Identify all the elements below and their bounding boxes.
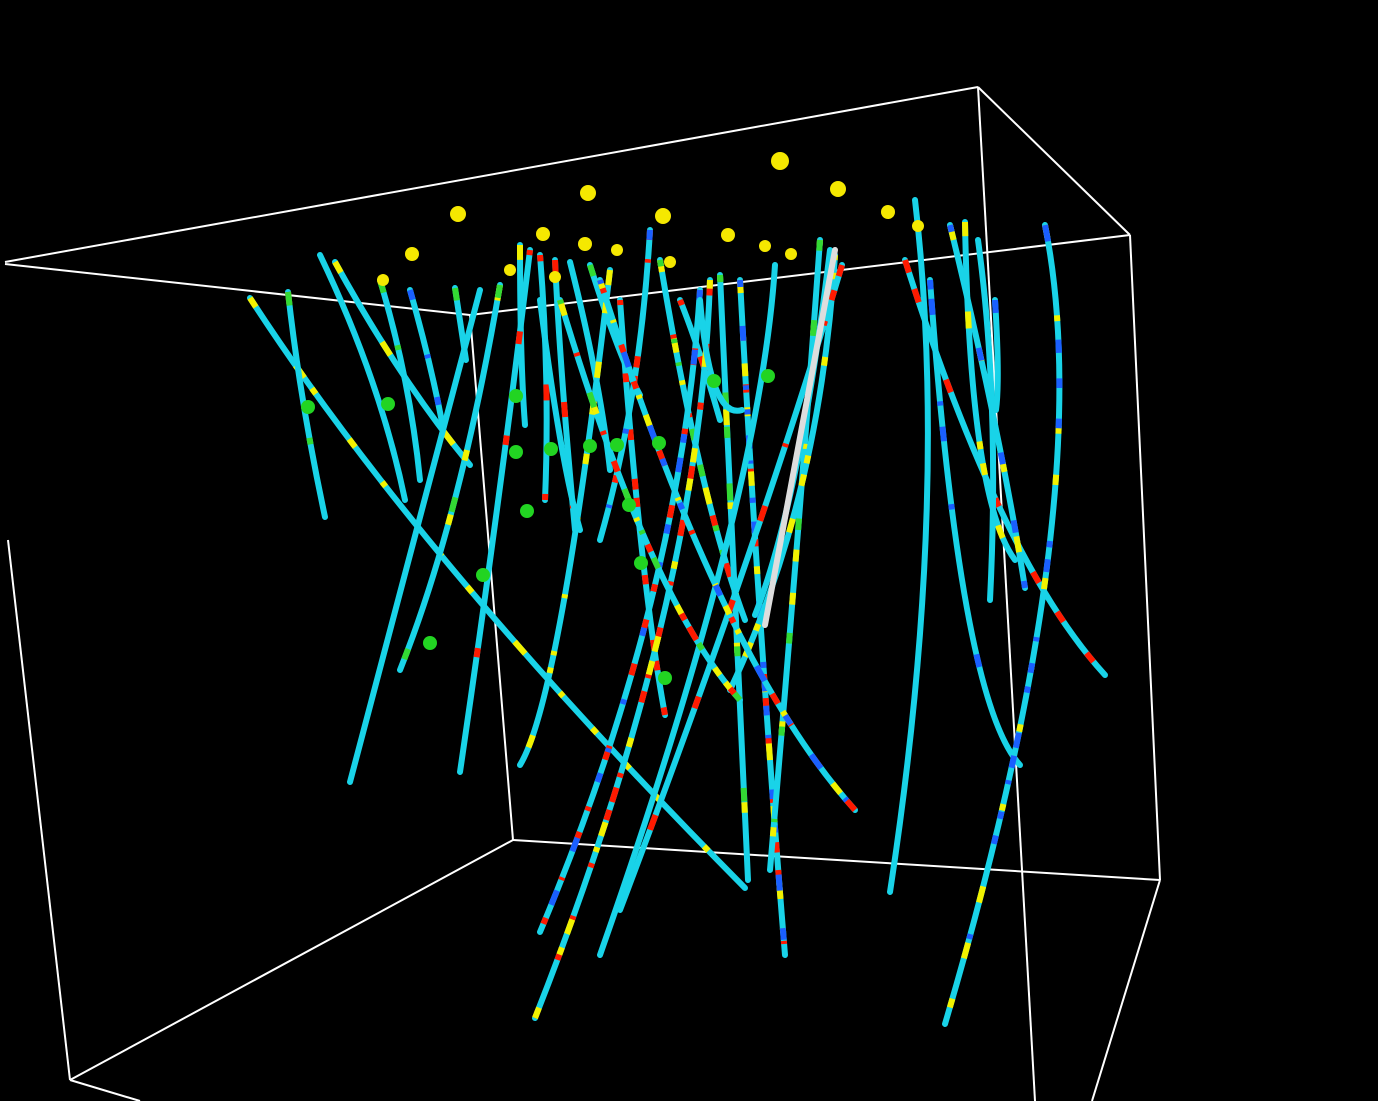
collar-marker: [504, 264, 516, 276]
sample-marker: [544, 442, 558, 456]
sample-marker: [761, 369, 775, 383]
box-edge: [1129, 234, 1161, 881]
sample-marker: [301, 400, 315, 414]
drillhole: [532, 277, 713, 1021]
drillhole-interval: [767, 239, 823, 871]
drillhole: [597, 227, 653, 543]
sample-marker: [423, 636, 437, 650]
drillhole: [927, 277, 1023, 768]
drillhole: [975, 237, 997, 603]
drillhole: [717, 272, 751, 883]
drillhole: [737, 277, 788, 958]
drillhole: [677, 297, 723, 423]
drillhole-interval: [557, 299, 743, 703]
collar-marker: [655, 208, 671, 224]
drillhole: [377, 277, 423, 483]
drillhole-interval: [942, 224, 1063, 1025]
drillhole-interval: [517, 269, 613, 767]
box-edge: [512, 839, 1161, 881]
drillhole: [597, 262, 778, 958]
sample-marker: [658, 671, 672, 685]
box-edge: [69, 839, 514, 1081]
collar-marker: [405, 247, 419, 261]
drillhole: [317, 252, 408, 503]
drillhole: [347, 287, 483, 785]
sample-marker: [634, 556, 648, 570]
collar-marker: [580, 185, 596, 201]
box-edge: [1091, 879, 1161, 1101]
drillhole-interval: [597, 279, 858, 813]
collar-marker: [881, 205, 895, 219]
drillhole: [727, 252, 838, 693]
sample-marker: [610, 438, 624, 452]
drillhole: [517, 242, 528, 428]
sample-marker: [509, 445, 523, 459]
collar-marker: [785, 248, 797, 260]
drillholes: [247, 197, 1108, 1027]
drillhole-interval: [557, 299, 743, 703]
drillhole-interval: [947, 224, 1028, 589]
drillhole-interval: [407, 289, 445, 423]
sample-marker: [583, 439, 597, 453]
drillhole-interval: [962, 221, 1018, 562]
drillhole: [887, 197, 931, 895]
box-edge: [4, 86, 979, 263]
drillhole: [902, 257, 1108, 678]
collar-marker: [377, 274, 389, 286]
sample-marker: [622, 498, 636, 512]
drillhole-interval: [452, 287, 469, 361]
collar-marker: [721, 228, 735, 242]
drillhole: [537, 252, 550, 503]
sample-marker: [509, 389, 523, 403]
markers: [301, 152, 924, 685]
drillhole-interval: [537, 289, 703, 934]
drillhole: [762, 247, 838, 628]
collar-marker: [578, 237, 592, 251]
collar-marker: [771, 152, 789, 170]
collar-marker: [830, 181, 846, 197]
box-edge: [69, 1079, 141, 1101]
drillhole-interval: [397, 284, 503, 672]
sample-marker: [520, 504, 534, 518]
sample-marker: [381, 397, 395, 411]
drillhole-interval: [332, 260, 473, 467]
sample-marker: [476, 568, 490, 582]
collar-marker: [759, 240, 771, 252]
collar-marker: [611, 244, 623, 256]
box-edge: [977, 86, 1131, 236]
collar-marker: [912, 220, 924, 232]
box-edge: [977, 86, 1036, 1101]
drillhole: [537, 297, 583, 533]
collar-marker: [450, 206, 466, 222]
collar-marker: [536, 227, 550, 241]
box-edge: [4, 263, 471, 316]
drillhole: [457, 247, 533, 775]
box-edge: [7, 539, 71, 1081]
drillhole-interval: [657, 259, 748, 622]
collar-marker: [664, 256, 676, 268]
sample-marker: [652, 436, 666, 450]
collar-marker: [549, 271, 561, 283]
sample-marker: [707, 374, 721, 388]
drillhole: [992, 297, 1001, 413]
